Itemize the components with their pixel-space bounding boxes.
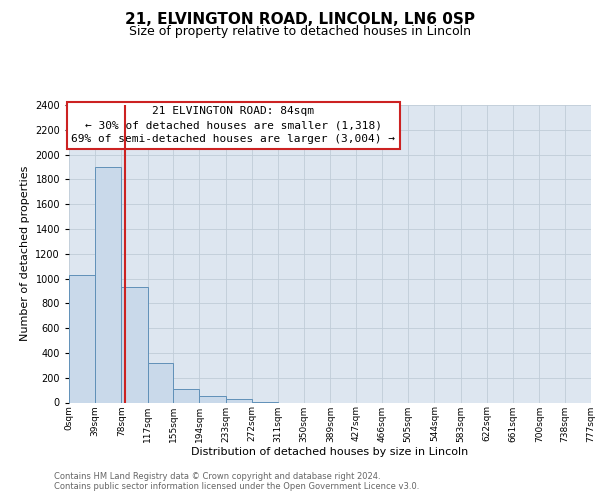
Text: Size of property relative to detached houses in Lincoln: Size of property relative to detached ho… [129, 25, 471, 38]
Bar [199, 396, 226, 402]
Bar [148, 363, 173, 403]
Bar [95, 167, 121, 402]
Text: 21, ELVINGTON ROAD, LINCOLN, LN6 0SP: 21, ELVINGTON ROAD, LINCOLN, LN6 0SP [125, 12, 475, 28]
Text: 21 ELVINGTON ROAD: 84sqm
← 30% of detached houses are smaller (1,318)
69% of sem: 21 ELVINGTON ROAD: 84sqm ← 30% of detach… [71, 106, 395, 144]
Text: Contains HM Land Registry data © Crown copyright and database right 2024.: Contains HM Land Registry data © Crown c… [54, 472, 380, 481]
Y-axis label: Number of detached properties: Number of detached properties [20, 166, 29, 342]
Bar [69, 276, 95, 402]
Text: Contains public sector information licensed under the Open Government Licence v3: Contains public sector information licen… [54, 482, 419, 491]
Bar [173, 389, 199, 402]
X-axis label: Distribution of detached houses by size in Lincoln: Distribution of detached houses by size … [191, 447, 469, 457]
Bar [226, 400, 252, 402]
Bar [121, 287, 148, 403]
